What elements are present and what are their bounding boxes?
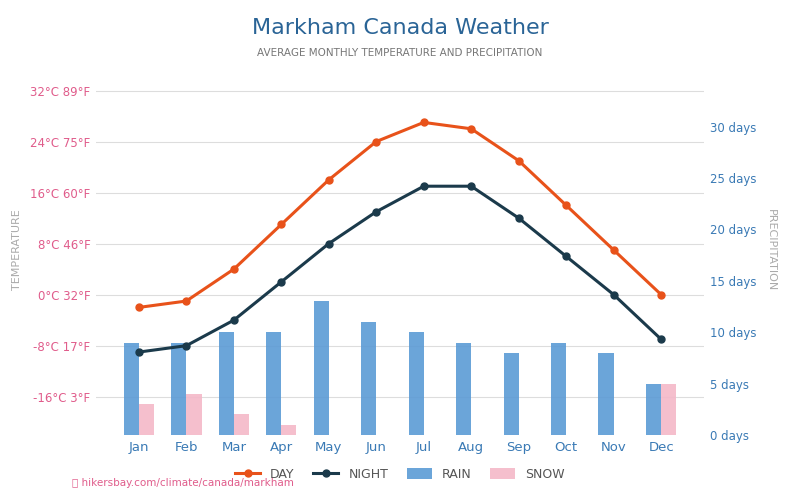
Bar (282, 424, 297, 435)
Bar (409, 332, 424, 435)
Bar (646, 384, 661, 435)
Bar (314, 302, 329, 435)
Bar (598, 353, 614, 435)
Bar (503, 353, 518, 435)
Bar (361, 322, 376, 435)
Title: Markham Canada Weather: Markham Canada Weather (251, 18, 549, 38)
Legend: DAY, NIGHT, RAIN, SNOW: DAY, NIGHT, RAIN, SNOW (230, 463, 570, 486)
Bar (234, 414, 249, 435)
Bar (186, 394, 202, 435)
Bar (124, 342, 139, 435)
Bar (171, 342, 186, 435)
Y-axis label: TEMPERATURE: TEMPERATURE (12, 210, 22, 290)
Bar (139, 404, 154, 435)
Bar (456, 342, 471, 435)
Text: ⌖ hikersbay.com/climate/canada/markham: ⌖ hikersbay.com/climate/canada/markham (72, 478, 294, 488)
Bar (551, 342, 566, 435)
Y-axis label: PRECIPITATION: PRECIPITATION (766, 209, 775, 291)
Bar (266, 332, 282, 435)
Text: AVERAGE MONTHLY TEMPERATURE AND PRECIPITATION: AVERAGE MONTHLY TEMPERATURE AND PRECIPIT… (258, 48, 542, 58)
Bar (661, 384, 676, 435)
Bar (218, 332, 234, 435)
